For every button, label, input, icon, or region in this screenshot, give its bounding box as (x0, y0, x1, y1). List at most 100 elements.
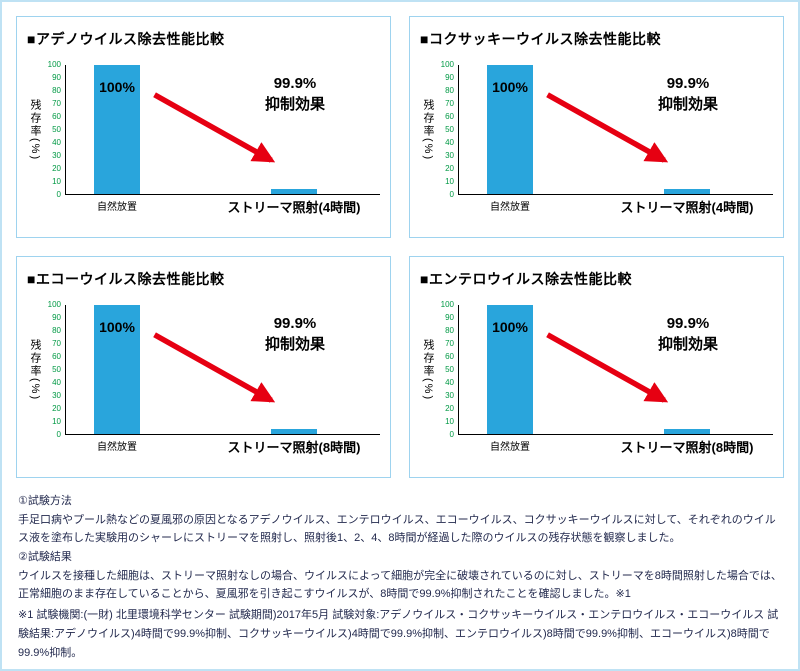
bar-value-label: 100% (99, 319, 135, 335)
y-axis-label: 残存率(%) (29, 338, 41, 402)
x-label-natural: 自然放置 (490, 442, 530, 453)
x-label-streamer: ストリーマ照射(8時間) (227, 440, 361, 455)
y-tick-label: 50 (52, 365, 61, 374)
annotation: 99.9% 抑制効果 (216, 73, 374, 115)
x-label-streamer: ストリーマ照射(8時間) (620, 440, 754, 455)
x-label-natural: 自然放置 (490, 202, 530, 213)
annotation-line1: 99.9% (273, 75, 317, 92)
y-tick-label: 90 (445, 313, 454, 322)
x-label-natural: 自然放置 (97, 202, 137, 213)
y-tick-label: 70 (52, 339, 61, 348)
x-label-streamer: ストリーマ照射(4時間) (227, 200, 361, 215)
result-heading: ②試験結果 (18, 551, 72, 564)
y-tick-label: 0 (449, 190, 454, 199)
y-tick-label: 20 (445, 404, 454, 413)
bar-streamer (271, 429, 317, 434)
y-tick-label: 100 (47, 60, 61, 69)
bar-natural: 100% (487, 65, 533, 194)
bar-value-label: 100% (492, 319, 528, 335)
bar-value-label: 100% (492, 79, 528, 95)
footnote-text: ※1 試験機関:(一財) 北里環境科学センター 試験期間)2017年5月 試験対… (18, 609, 779, 659)
x-label-streamer: ストリーマ照射(4時間) (620, 200, 754, 215)
y-tick-label: 80 (52, 86, 61, 95)
y-tick-label: 70 (445, 339, 454, 348)
annotation-line2: 抑制効果 (657, 336, 718, 353)
y-tick-label: 0 (449, 430, 454, 439)
plot-area: 100% 99.9% 抑制効果 (458, 65, 773, 215)
y-tick-label: 20 (445, 164, 454, 173)
annotation-line2: 抑制効果 (264, 96, 325, 113)
annotation: 99.9% 抑制効果 (609, 313, 767, 355)
y-tick-label: 60 (52, 112, 61, 121)
y-tick-label: 10 (52, 417, 61, 426)
chart-title: ■エンテロウイルス除去性能比較 (420, 271, 632, 287)
decline-arrow-icon (546, 92, 669, 163)
decline-arrow-icon (153, 92, 276, 163)
decline-arrow-icon (546, 332, 669, 403)
y-axis-ticks: 100 90 80 70 60 50 40 30 20 10 0 (43, 61, 65, 199)
bar-streamer (664, 429, 710, 434)
chart-grid: ■アデノウイルス除去性能比較 残存率(%) 100 90 80 70 60 50 40 30 2… (2, 2, 798, 488)
y-tick-label: 90 (52, 73, 61, 82)
y-tick-label: 70 (52, 99, 61, 108)
annotation-line2: 抑制効果 (657, 96, 718, 113)
y-tick-label: 60 (445, 352, 454, 361)
y-tick-label: 80 (445, 86, 454, 95)
plot-area: 100% 99.9% 抑制効果 (458, 305, 773, 455)
y-tick-label: 80 (445, 326, 454, 335)
y-tick-label: 40 (445, 138, 454, 147)
annotation-line1: 99.9% (666, 315, 710, 332)
x-label-natural: 自然放置 (97, 442, 137, 453)
plot-area: 100% 99.9% 抑制効果 (65, 65, 380, 215)
y-axis-label: 残存率(%) (29, 98, 41, 162)
y-tick-label: 30 (52, 391, 61, 400)
chart-area: 残存率(%) 100 90 80 70 60 50 40 30 20 10 0 100% (27, 301, 380, 455)
bar-streamer (271, 189, 317, 194)
y-tick-label: 30 (445, 391, 454, 400)
y-tick-label: 60 (52, 352, 61, 361)
method-heading: ①試験方法 (18, 495, 72, 507)
method-text: 手足口病やプール熱などの夏風邪の原因となるアデノウイルス、エンテロウイルス、エコ… (18, 513, 776, 545)
y-axis-ticks: 100 90 80 70 60 50 40 30 20 10 0 (43, 301, 65, 439)
y-tick-label: 50 (52, 125, 61, 134)
y-tick-label: 10 (445, 417, 454, 426)
y-axis-ticks: 100 90 80 70 60 50 40 30 20 10 0 (436, 61, 458, 199)
chart-area: 残存率(%) 100 90 80 70 60 50 40 30 20 10 0 100% (420, 301, 773, 455)
chart-title: ■アデノウイルス除去性能比較 (27, 31, 225, 47)
chart-area: 残存率(%) 100 90 80 70 60 50 40 30 20 10 0 100% (420, 61, 773, 215)
y-tick-label: 80 (52, 326, 61, 335)
chart-panel-enterovirus: ■エンテロウイルス除去性能比較 残存率(%) 100 90 80 70 60 50 40 30… (409, 256, 784, 478)
y-tick-label: 70 (445, 99, 454, 108)
annotation: 99.9% 抑制効果 (216, 313, 374, 355)
y-tick-label: 30 (52, 151, 61, 160)
y-tick-label: 0 (56, 430, 61, 439)
y-tick-label: 0 (56, 190, 61, 199)
annotation-line1: 99.9% (273, 315, 317, 332)
y-axis-label: 残存率(%) (422, 98, 434, 162)
bar-natural: 100% (94, 65, 140, 194)
test-notes: ①試験方法 手足口病やプール熱などの夏風邪の原因となるアデノウイルス、エンテロウ… (2, 488, 798, 669)
y-axis-label: 残存率(%) (422, 338, 434, 402)
y-tick-label: 60 (445, 112, 454, 121)
chart-area: 残存率(%) 100 90 80 70 60 50 40 30 20 10 0 100% (27, 61, 380, 215)
y-tick-label: 100 (440, 300, 454, 309)
annotation-line2: 抑制効果 (264, 336, 325, 353)
chart-panel-adenovirus: ■アデノウイルス除去性能比較 残存率(%) 100 90 80 70 60 50 40 30 2… (16, 16, 391, 238)
y-tick-label: 20 (52, 164, 61, 173)
chart-panel-coxsackievirus: ■コクサッキーウイルス除去性能比較 残存率(%) 100 90 80 70 60 50 40… (409, 16, 784, 238)
plot-area: 100% 99.9% 抑制効果 (65, 305, 380, 455)
y-tick-label: 90 (445, 73, 454, 82)
result-text: ウイルスを接種した細胞は、ストリーマ照射なしの場合、ウイルスによって細胞が完全に… (18, 569, 782, 601)
y-tick-label: 40 (52, 378, 61, 387)
y-tick-label: 10 (52, 177, 61, 186)
chart-title: ■コクサッキーウイルス除去性能比較 (420, 31, 661, 47)
y-tick-label: 90 (52, 313, 61, 322)
y-tick-label: 50 (445, 125, 454, 134)
chart-panel-echovirus: ■エコーウイルス除去性能比較 残存率(%) 100 90 80 70 60 50 40 30 2… (16, 256, 391, 478)
bar-streamer (664, 189, 710, 194)
y-tick-label: 100 (440, 60, 454, 69)
y-tick-label: 100 (47, 300, 61, 309)
y-tick-label: 30 (445, 151, 454, 160)
decline-arrow-icon (153, 332, 276, 403)
